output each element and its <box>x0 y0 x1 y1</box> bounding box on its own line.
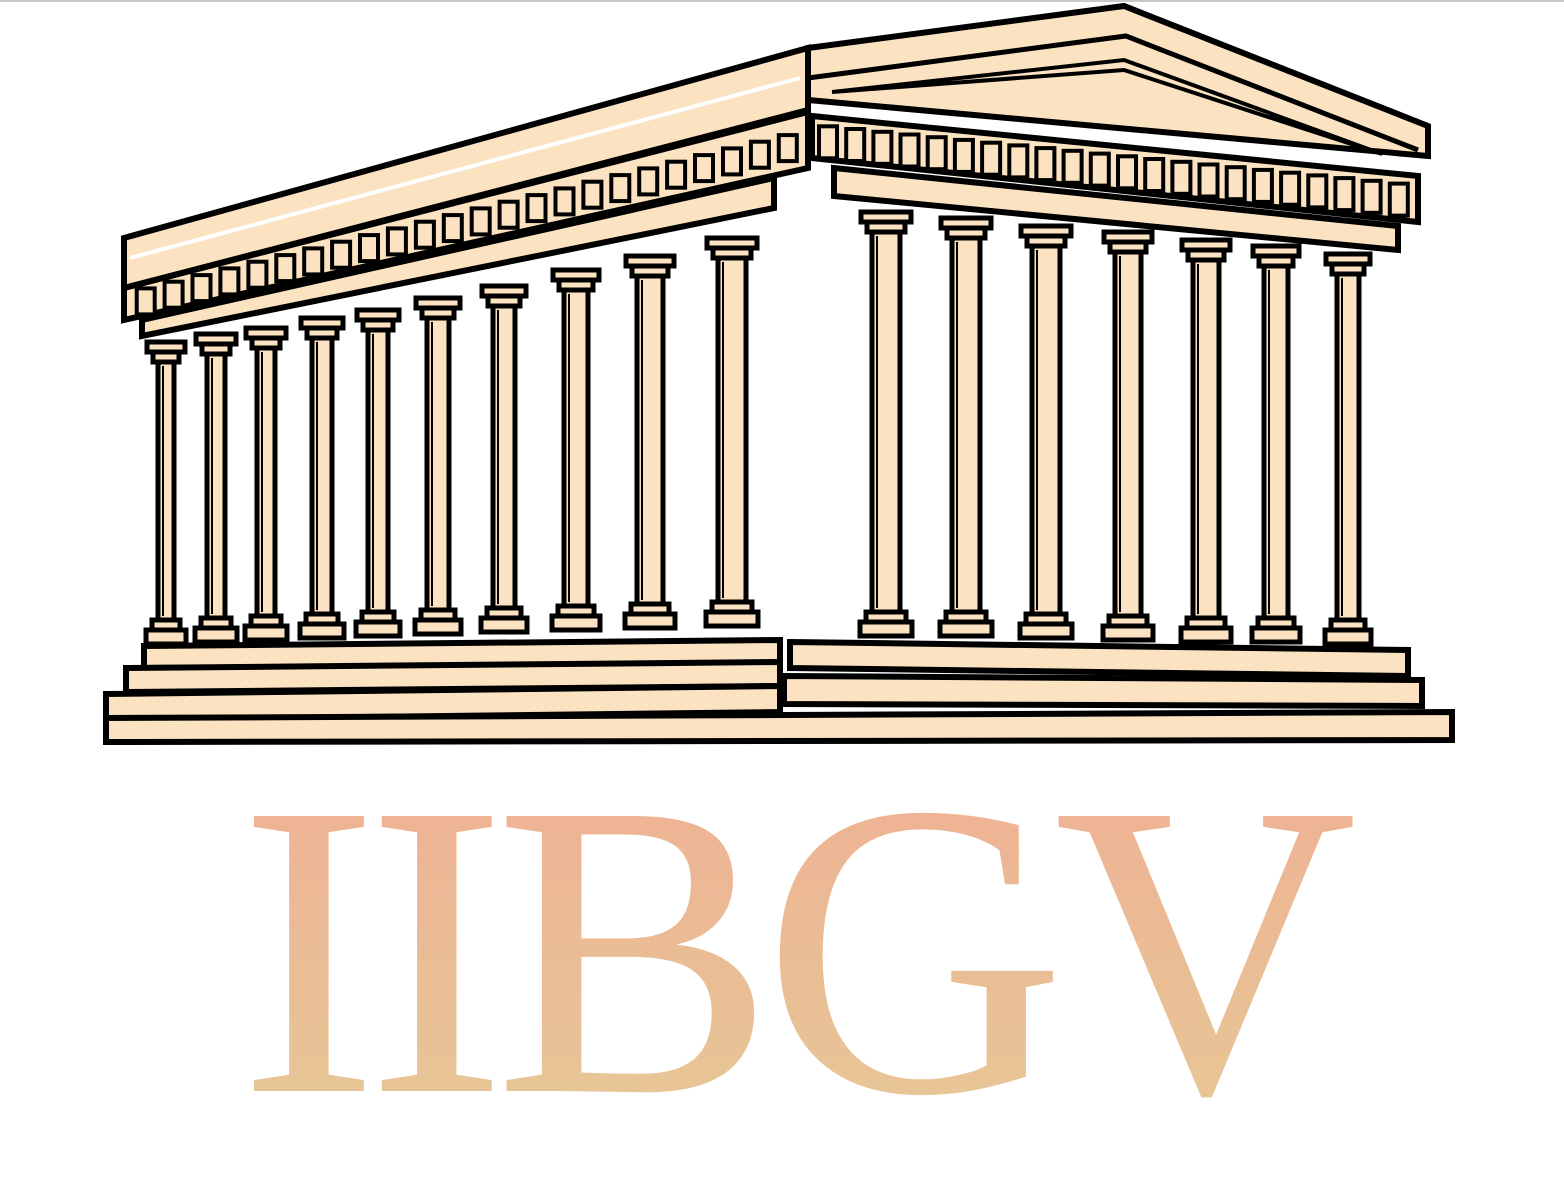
dentil <box>1306 173 1329 210</box>
column <box>622 253 678 631</box>
dentil <box>553 186 576 217</box>
dentil <box>665 159 688 190</box>
dentil <box>748 139 771 170</box>
dentil <box>497 199 520 230</box>
dentil <box>693 153 715 184</box>
column <box>1100 229 1156 643</box>
dentil <box>1170 159 1193 196</box>
dentil <box>162 279 185 310</box>
column <box>703 235 761 629</box>
column <box>1178 237 1234 645</box>
dentil <box>581 179 604 210</box>
dentil <box>1088 151 1111 188</box>
column <box>353 307 403 639</box>
dentil <box>358 233 380 264</box>
dentil <box>1034 146 1057 183</box>
dentil <box>609 173 632 204</box>
dentil <box>1224 165 1247 202</box>
dentil <box>952 137 975 174</box>
dentil <box>871 129 894 166</box>
dentil <box>1007 143 1030 180</box>
dentil <box>1333 176 1356 213</box>
column <box>143 339 189 647</box>
dentil <box>385 226 408 257</box>
dentil <box>898 132 921 169</box>
side-architrave <box>139 174 777 340</box>
dentil <box>1279 170 1302 207</box>
column <box>549 267 603 633</box>
front-step-2 <box>781 672 1425 710</box>
column <box>242 325 290 643</box>
column <box>1017 223 1075 641</box>
dentil <box>817 124 839 161</box>
dentil <box>469 206 492 237</box>
front-step-1 <box>787 638 1411 680</box>
base-slab <box>103 708 1455 746</box>
column <box>937 215 995 639</box>
dentil <box>190 273 213 304</box>
dentil <box>441 213 464 244</box>
dentil <box>1251 167 1274 204</box>
column <box>1249 243 1303 645</box>
dentil <box>134 286 157 317</box>
column <box>192 331 240 645</box>
column <box>412 295 464 637</box>
dentil <box>1061 148 1084 185</box>
logo-wordmark: IIBGV <box>0 740 1564 1160</box>
dentil <box>1387 181 1410 218</box>
dentil <box>413 219 436 250</box>
front-architrave <box>831 164 1401 254</box>
dentil <box>218 266 241 297</box>
top-border <box>0 0 1564 2</box>
dentil <box>1116 154 1138 191</box>
dentil <box>776 133 799 164</box>
column <box>1322 251 1374 647</box>
dentil <box>925 135 948 172</box>
dentil <box>1360 178 1383 215</box>
dentil <box>1143 157 1166 193</box>
column <box>297 315 347 641</box>
column <box>857 209 915 639</box>
dentil <box>1197 162 1220 199</box>
dentil <box>637 166 660 197</box>
dentil <box>330 239 353 270</box>
dentil <box>721 146 743 177</box>
dentil <box>274 253 297 284</box>
column <box>478 283 530 635</box>
dentil <box>246 259 269 290</box>
dentil <box>525 193 548 224</box>
dentil <box>302 246 325 277</box>
dentil <box>980 140 1003 177</box>
dentil <box>844 127 867 163</box>
